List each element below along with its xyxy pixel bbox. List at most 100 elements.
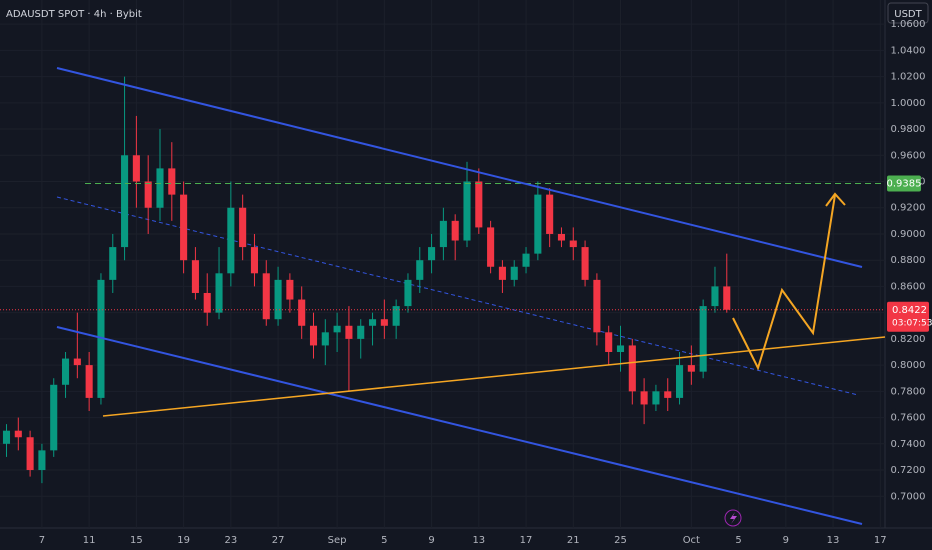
countdown-label: 03:07:53 bbox=[892, 318, 932, 328]
currency-button[interactable] bbox=[887, 2, 929, 24]
candle-body bbox=[498, 266, 506, 280]
last-price-label: 0.8422 bbox=[892, 305, 927, 316]
candle-body bbox=[61, 358, 70, 385]
x-tick-label: 25 bbox=[614, 535, 627, 546]
y-tick-label: 0.7800 bbox=[891, 386, 926, 397]
candle-body bbox=[652, 391, 660, 405]
candle-body bbox=[581, 247, 589, 280]
candle-body bbox=[534, 194, 542, 254]
candle-body bbox=[180, 194, 188, 261]
x-tick-label: 27 bbox=[272, 535, 285, 546]
candle-body bbox=[262, 273, 270, 320]
y-tick-label: 0.9600 bbox=[891, 150, 926, 161]
candle-body bbox=[475, 181, 483, 228]
candle-body bbox=[546, 194, 554, 234]
x-tick-label: 17 bbox=[874, 535, 887, 546]
y-tick-label: 0.7400 bbox=[891, 439, 926, 450]
x-tick-label: 17 bbox=[520, 535, 533, 546]
candle-body bbox=[345, 325, 353, 339]
candle-body bbox=[428, 247, 436, 261]
support-line bbox=[102, 336, 886, 417]
candle-body bbox=[699, 306, 707, 372]
candle-body bbox=[605, 332, 613, 352]
candle-body bbox=[73, 358, 81, 366]
candle-body bbox=[487, 227, 495, 267]
candle-body bbox=[215, 273, 223, 313]
candle-body bbox=[711, 286, 719, 307]
currency-label: USDT bbox=[894, 9, 922, 20]
candle-body bbox=[203, 292, 211, 313]
x-tick-label: Oct bbox=[683, 535, 700, 546]
candle-body bbox=[676, 365, 684, 398]
candle-body bbox=[274, 279, 282, 320]
candle-body bbox=[144, 181, 152, 208]
candle-body bbox=[26, 437, 34, 471]
candle-body bbox=[156, 168, 164, 208]
candle-body bbox=[85, 365, 93, 398]
x-tick-label: 21 bbox=[567, 535, 580, 546]
candle-body bbox=[687, 365, 695, 372]
candle-body bbox=[227, 207, 235, 274]
candle-body bbox=[50, 384, 58, 451]
x-tick-label: 11 bbox=[83, 535, 96, 546]
candle-body bbox=[723, 286, 731, 310]
projection-arrow bbox=[825, 192, 846, 207]
x-tick-label: 9 bbox=[783, 535, 789, 546]
candle-body bbox=[309, 325, 318, 346]
channel-lower bbox=[56, 326, 863, 525]
x-tick-label: 13 bbox=[472, 535, 485, 546]
event-icon[interactable] bbox=[724, 509, 742, 527]
y-tick-label: 1.0200 bbox=[891, 72, 926, 83]
candle-body bbox=[463, 181, 471, 241]
symbol-title: ADAUSDT SPOT · 4h · Bybit bbox=[6, 9, 142, 20]
channel-midline bbox=[56, 196, 859, 396]
candle-body bbox=[439, 220, 447, 248]
candle-body bbox=[321, 332, 329, 346]
y-tick-label: 0.9000 bbox=[891, 229, 926, 240]
x-tick-label: Sep bbox=[328, 535, 347, 546]
y-tick-label: 0.7200 bbox=[891, 465, 926, 476]
x-tick-label: 5 bbox=[381, 535, 387, 546]
candle-body bbox=[569, 240, 577, 248]
x-tick-label: 23 bbox=[224, 535, 237, 546]
projection-path bbox=[732, 194, 836, 371]
x-tick-label: 5 bbox=[735, 535, 741, 546]
y-tick-label: 0.7000 bbox=[891, 491, 926, 502]
candle-body bbox=[298, 299, 306, 326]
candle-body bbox=[168, 168, 176, 195]
y-tick-label: 1.0000 bbox=[891, 98, 926, 109]
candle-body bbox=[14, 430, 22, 438]
candle-body bbox=[109, 247, 117, 280]
target-level-badge bbox=[887, 175, 921, 192]
candle-body bbox=[239, 207, 247, 248]
candle-body bbox=[416, 260, 424, 280]
candle-body bbox=[132, 155, 140, 182]
channel-upper bbox=[56, 67, 863, 268]
candle-body bbox=[368, 319, 377, 326]
event-icon-bolt bbox=[730, 512, 737, 524]
candle-body bbox=[286, 279, 294, 300]
x-tick-label: 13 bbox=[827, 535, 840, 546]
y-tick-label: 0.7600 bbox=[891, 413, 926, 424]
candle-body bbox=[593, 279, 601, 333]
candle-body bbox=[191, 260, 199, 293]
candle-body bbox=[404, 279, 412, 307]
candle-body bbox=[250, 247, 259, 274]
candle-body bbox=[121, 155, 129, 248]
y-tick-label: 0.8000 bbox=[891, 360, 926, 371]
candle-body bbox=[357, 325, 365, 339]
x-tick-label: 15 bbox=[130, 535, 143, 546]
candle-body bbox=[664, 391, 672, 398]
candle-body bbox=[2, 430, 11, 444]
last-price-badge bbox=[887, 301, 929, 332]
candle-body bbox=[38, 450, 46, 471]
target-level-label: 0.9385 bbox=[887, 178, 922, 189]
y-tick-label: 0.9200 bbox=[891, 203, 926, 214]
y-tick-label: 0.8200 bbox=[891, 334, 926, 345]
y-tick-label: 0.9800 bbox=[891, 124, 926, 135]
candle-body bbox=[628, 345, 636, 392]
candle-body bbox=[557, 233, 566, 241]
y-tick-label: 0.8800 bbox=[891, 255, 926, 266]
